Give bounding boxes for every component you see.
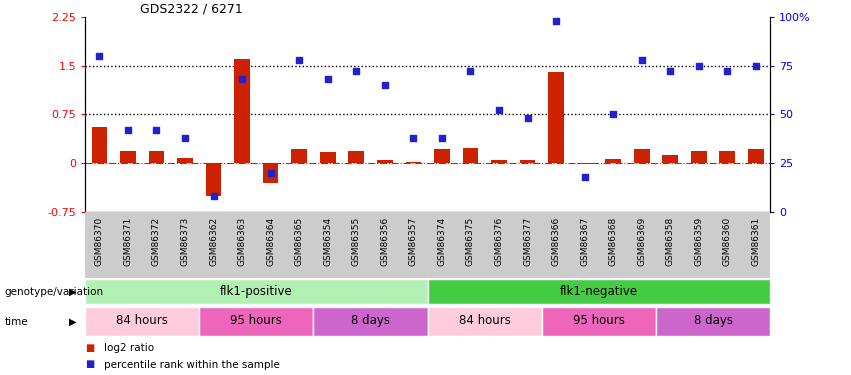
Bar xyxy=(313,307,427,336)
Text: GSM86372: GSM86372 xyxy=(152,217,161,266)
Text: GSM86367: GSM86367 xyxy=(580,217,589,266)
Bar xyxy=(427,279,770,304)
Text: GSM86361: GSM86361 xyxy=(751,217,761,266)
Text: GSM86368: GSM86368 xyxy=(608,217,618,266)
Text: GSM86360: GSM86360 xyxy=(722,217,732,266)
Text: GSM86364: GSM86364 xyxy=(266,217,275,266)
Bar xyxy=(542,307,656,336)
Text: GSM86362: GSM86362 xyxy=(209,217,218,266)
Text: ■: ■ xyxy=(85,360,94,369)
Bar xyxy=(548,72,564,163)
Text: GSM86357: GSM86357 xyxy=(408,217,418,266)
Bar xyxy=(427,307,542,336)
Text: 95 hours: 95 hours xyxy=(573,314,625,327)
Bar xyxy=(120,152,136,163)
Bar xyxy=(199,307,313,336)
Text: flk1-negative: flk1-negative xyxy=(560,285,638,297)
Bar xyxy=(434,149,449,163)
Bar xyxy=(377,160,392,163)
Point xyxy=(121,127,134,133)
Bar xyxy=(463,148,478,163)
Text: 95 hours: 95 hours xyxy=(231,314,283,327)
Text: GSM86365: GSM86365 xyxy=(294,217,304,266)
Bar xyxy=(491,160,507,163)
Bar xyxy=(520,160,535,163)
Bar xyxy=(92,128,107,163)
Point xyxy=(464,69,477,75)
Text: GSM86355: GSM86355 xyxy=(351,217,361,266)
Bar xyxy=(263,163,278,183)
Text: log2 ratio: log2 ratio xyxy=(104,343,154,353)
Text: flk1-positive: flk1-positive xyxy=(220,285,293,297)
Text: GSM86376: GSM86376 xyxy=(494,217,504,266)
Point xyxy=(749,63,762,69)
Bar xyxy=(691,152,706,163)
Bar xyxy=(177,158,193,163)
Bar xyxy=(577,163,592,164)
Text: genotype/variation: genotype/variation xyxy=(4,286,103,297)
Text: percentile rank within the sample: percentile rank within the sample xyxy=(104,360,280,369)
Bar xyxy=(348,152,364,163)
Point xyxy=(435,135,448,141)
Bar xyxy=(85,307,199,336)
Point xyxy=(521,115,534,121)
Text: GSM86354: GSM86354 xyxy=(323,217,332,266)
Bar xyxy=(748,149,763,163)
Bar xyxy=(234,59,250,163)
Text: GSM86371: GSM86371 xyxy=(123,217,133,266)
Text: GSM86369: GSM86369 xyxy=(637,217,646,266)
Text: GSM86373: GSM86373 xyxy=(180,217,190,266)
Point xyxy=(578,174,591,180)
Point xyxy=(407,135,420,141)
Text: ▶: ▶ xyxy=(69,286,77,297)
Point xyxy=(664,69,677,75)
Point xyxy=(264,170,277,176)
Point xyxy=(207,193,220,199)
Text: GSM86356: GSM86356 xyxy=(380,217,389,266)
Text: GSM86370: GSM86370 xyxy=(94,217,104,266)
Bar xyxy=(206,163,221,196)
Bar xyxy=(320,152,335,163)
Bar xyxy=(662,155,678,163)
Bar xyxy=(406,162,421,163)
Bar xyxy=(719,152,735,163)
Text: 84 hours: 84 hours xyxy=(117,314,168,327)
Point xyxy=(607,111,620,117)
Text: GSM86358: GSM86358 xyxy=(665,217,675,266)
Text: 8 days: 8 days xyxy=(351,314,390,327)
Point xyxy=(492,108,505,114)
Bar xyxy=(605,159,621,163)
Text: GSM86366: GSM86366 xyxy=(551,217,561,266)
Text: ▶: ▶ xyxy=(69,316,77,327)
Text: GSM86375: GSM86375 xyxy=(466,217,475,266)
Bar xyxy=(634,149,649,163)
Point xyxy=(293,57,306,63)
Point xyxy=(350,69,363,75)
Bar xyxy=(291,149,307,163)
Text: GSM86363: GSM86363 xyxy=(237,217,247,266)
Point xyxy=(150,127,163,133)
Point xyxy=(635,57,648,63)
Point xyxy=(378,82,391,88)
Point xyxy=(549,18,563,24)
Text: ■: ■ xyxy=(85,343,94,353)
Bar xyxy=(85,279,427,304)
Point xyxy=(178,135,191,141)
Text: GSM86359: GSM86359 xyxy=(694,217,703,266)
Point xyxy=(721,69,734,75)
Text: GSM86374: GSM86374 xyxy=(437,217,447,266)
Bar xyxy=(149,152,164,163)
Text: time: time xyxy=(4,316,28,327)
Text: 8 days: 8 days xyxy=(694,314,733,327)
Text: 84 hours: 84 hours xyxy=(459,314,511,327)
Point xyxy=(692,63,705,69)
Point xyxy=(235,76,248,82)
Point xyxy=(321,76,334,82)
Text: GSM86377: GSM86377 xyxy=(523,217,532,266)
Bar xyxy=(656,307,770,336)
Point xyxy=(93,53,106,59)
Text: GDS2322 / 6271: GDS2322 / 6271 xyxy=(140,3,243,16)
